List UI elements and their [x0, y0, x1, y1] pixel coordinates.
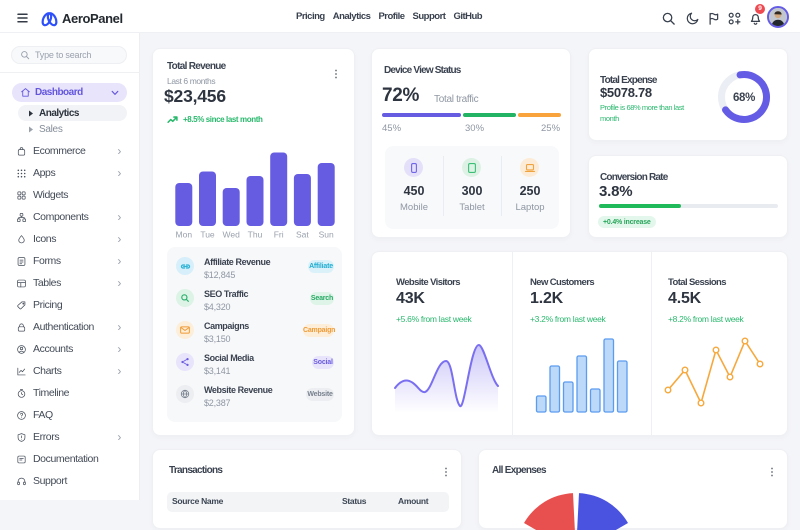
- svg-text:Wed: Wed: [223, 230, 241, 240]
- svg-text:Tue: Tue: [200, 230, 215, 240]
- svg-text:Thu: Thu: [248, 230, 263, 240]
- svg-text:68%: 68%: [733, 92, 755, 104]
- svg-text:Fri: Fri: [274, 230, 284, 240]
- svg-text:Mon: Mon: [176, 230, 193, 240]
- svg-text:Sun: Sun: [319, 230, 334, 240]
- svg-text:Sat: Sat: [296, 230, 309, 240]
